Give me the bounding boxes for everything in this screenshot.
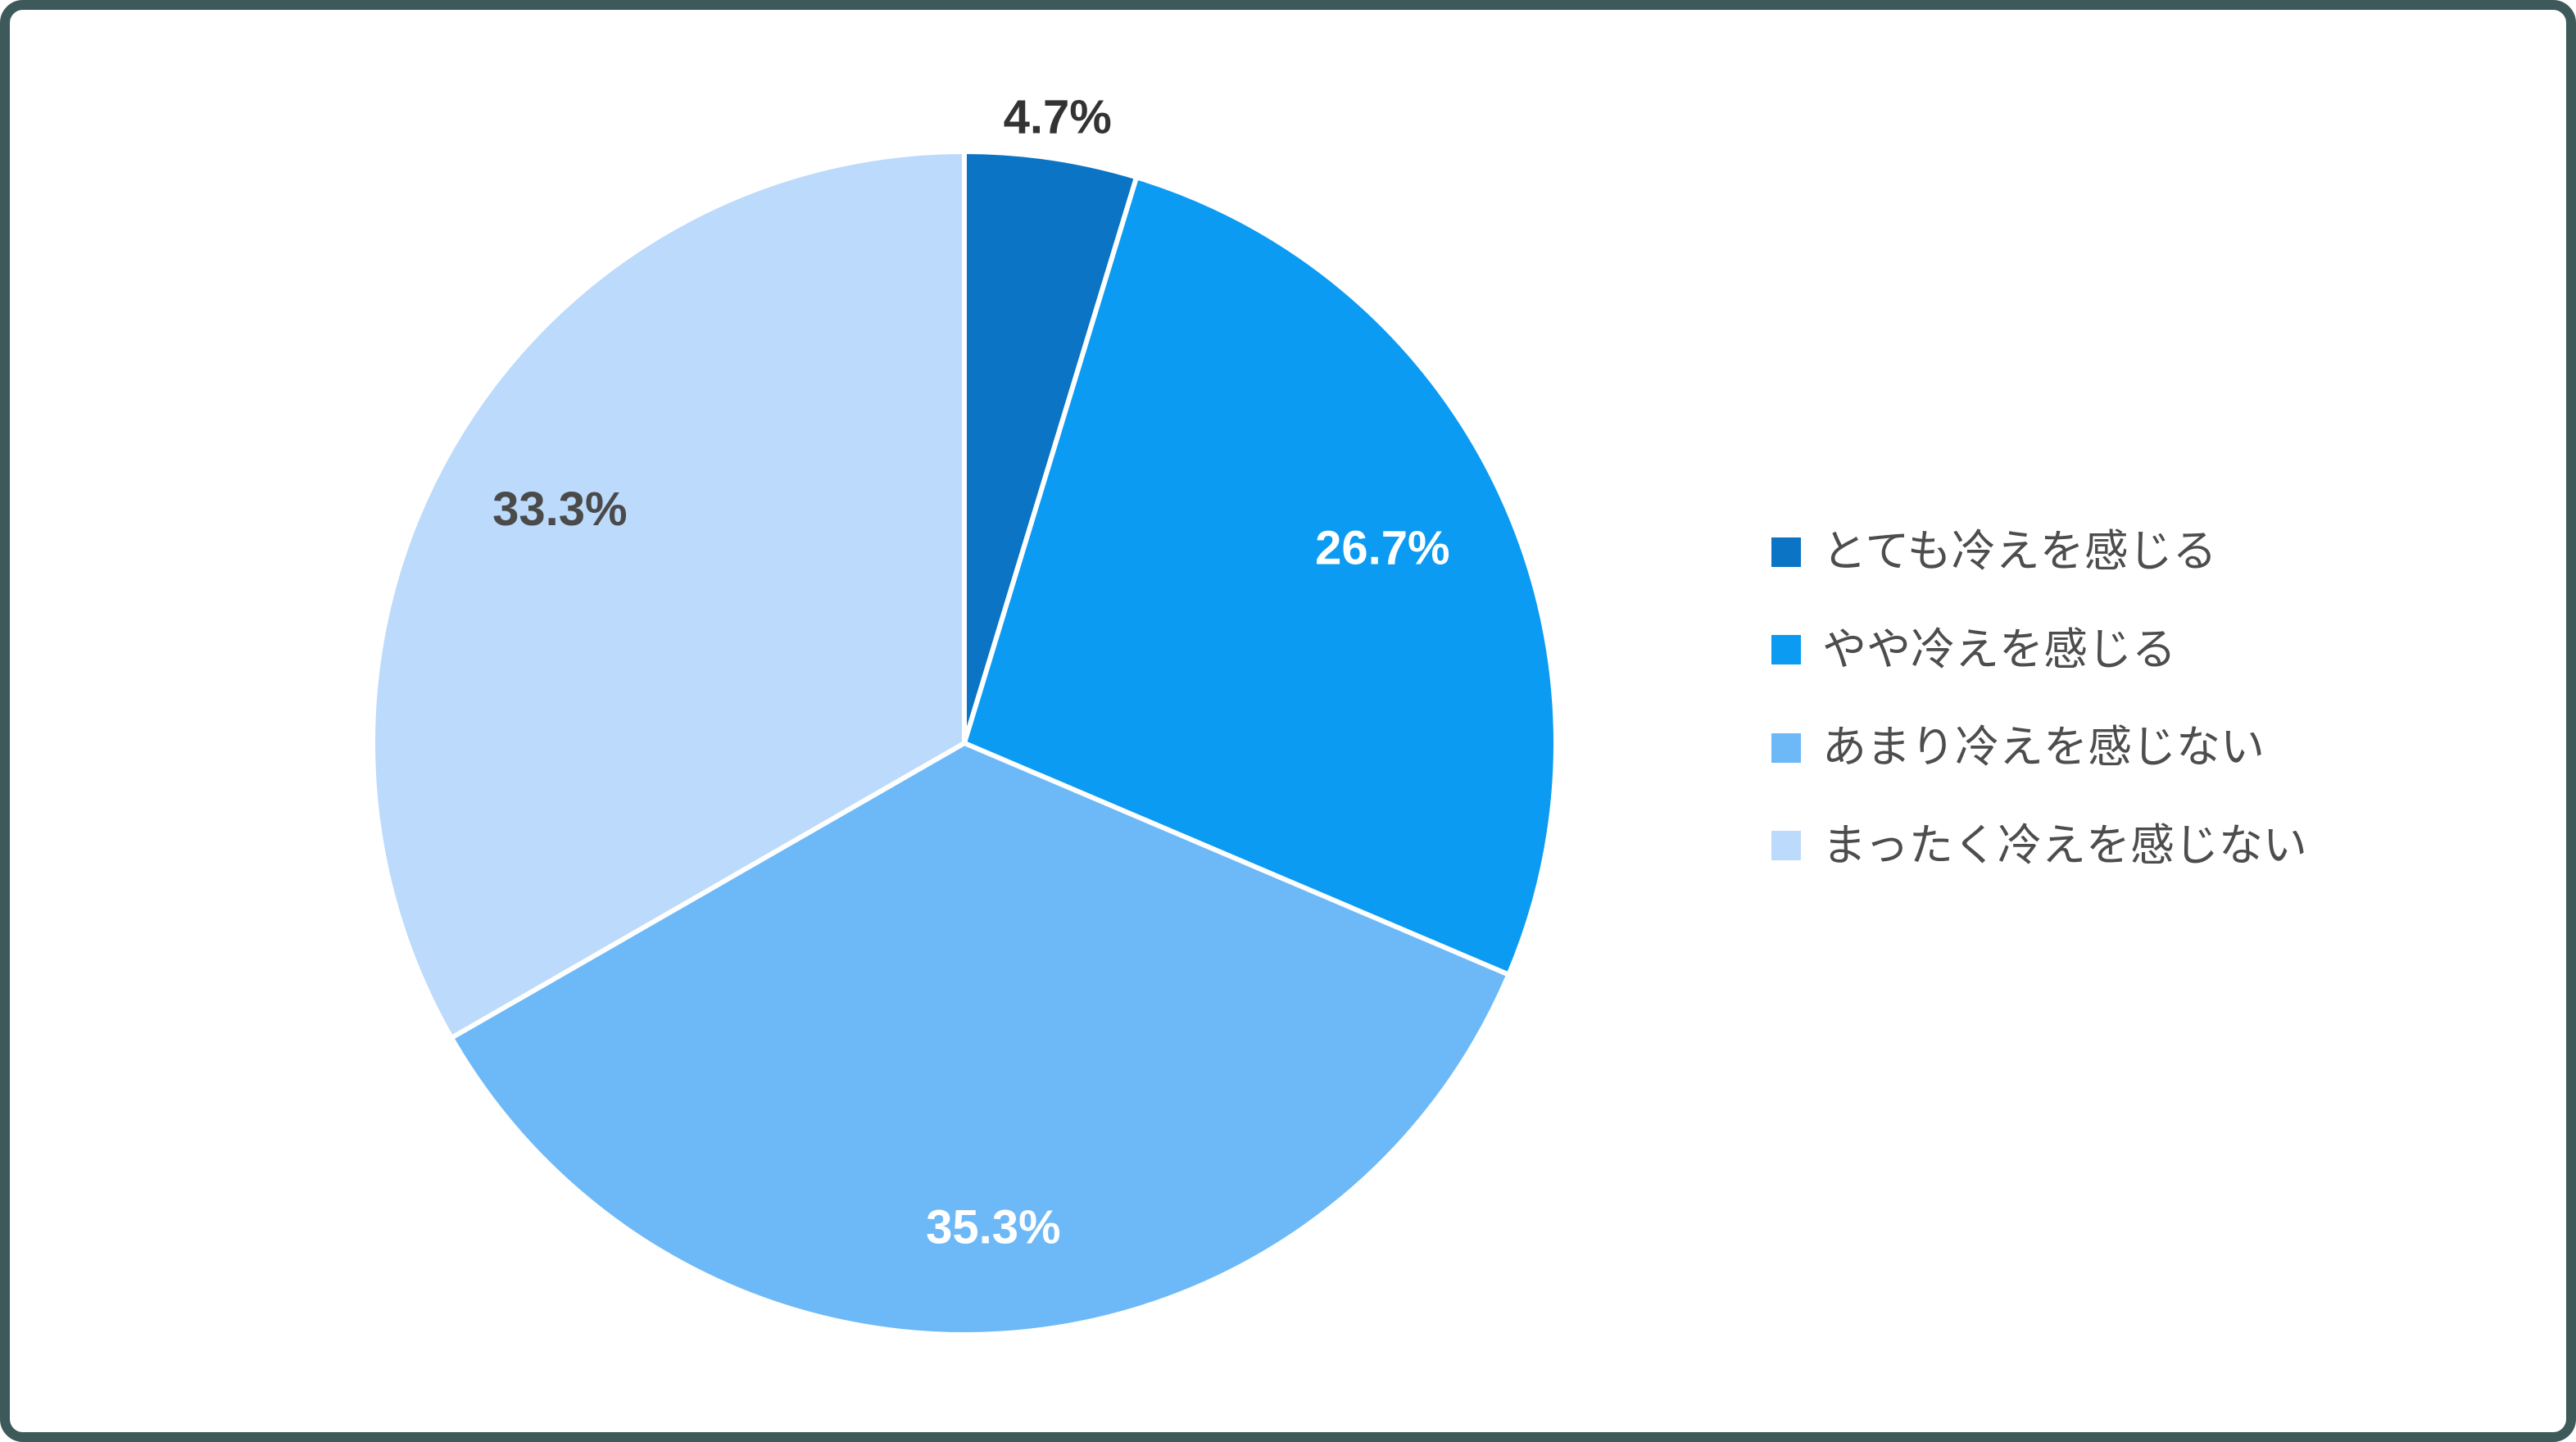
pie-chart: 4.7% 26.7% 35.3% 33.3% bbox=[370, 90, 1558, 1338]
legend: とても冷えを感じる やや冷えを感じるあまり冷えを感じない まったく冷えを感じない bbox=[1771, 524, 2307, 873]
legend-swatch-icon bbox=[1771, 732, 1801, 763]
pie-slice-1 bbox=[962, 175, 1558, 977]
legend-item-3: まったく冷えを感じない bbox=[1771, 818, 2307, 874]
legend-item-0: とても冷えを感じる bbox=[1771, 524, 2307, 580]
legend-label: まったく冷えを感じない bbox=[1822, 820, 2307, 870]
pie-slice-label-1: 26.7% bbox=[1315, 521, 1449, 574]
legend-swatch-icon bbox=[1771, 831, 1801, 861]
pie-slice-3 bbox=[370, 149, 967, 1041]
legend-swatch-icon bbox=[1771, 635, 1801, 665]
legend-item-1: やや冷えを感じる bbox=[1771, 623, 2307, 678]
pie-slice-label-0: 4.7% bbox=[1004, 90, 1112, 143]
legend-swatch-icon bbox=[1771, 537, 1801, 567]
pie-slice-2 bbox=[448, 741, 1512, 1338]
legend-label: とても冷えを感じる bbox=[1822, 527, 2217, 576]
pie-slice-label-2: 35.3% bbox=[926, 1201, 1060, 1254]
pie-slice-label-3: 33.3% bbox=[492, 483, 627, 536]
legend-label: やや冷えを感じる bbox=[1822, 624, 2176, 674]
legend-item-2: あまり冷えを感じない bbox=[1771, 720, 2307, 776]
legend-label: あまり冷えを感じない bbox=[1822, 723, 2265, 772]
